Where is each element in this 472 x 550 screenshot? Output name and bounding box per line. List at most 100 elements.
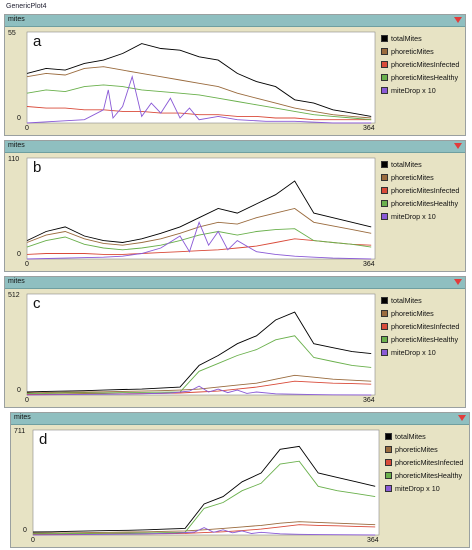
legend-item: phoreticMitesInfected <box>381 184 459 197</box>
series-line-phoreticMitesInfected <box>26 106 372 121</box>
window-title: GenericPlot4 <box>6 3 47 10</box>
legend-swatch-icon <box>381 35 388 42</box>
legend-item: totalMites <box>385 430 463 443</box>
plot-header[interactable]: mites <box>5 277 465 289</box>
plot-legend: totalMites phoreticMites phoreticMitesInfe… <box>385 430 463 495</box>
legend-label: phoreticMitesInfected <box>391 322 460 331</box>
legend-item: phoreticMites <box>381 307 459 320</box>
legend-label: phoreticMitesHealthy <box>395 471 463 480</box>
x-axis-min-label: 0 <box>25 125 29 132</box>
x-axis-min-label: 0 <box>31 537 35 544</box>
plot-svg <box>26 293 376 396</box>
legend-swatch-icon <box>381 310 388 317</box>
legend-item: phoreticMitesInfected <box>381 58 459 71</box>
plot-header-title: mites <box>14 414 31 421</box>
plot-legend: totalMites phoreticMites phoreticMitesInfe… <box>381 158 459 223</box>
legend-swatch-icon <box>381 61 388 68</box>
series-line-phoreticMites <box>26 66 372 119</box>
legend-item: phoreticMitesInfected <box>385 456 463 469</box>
series-line-totalMites <box>26 43 372 117</box>
legend-label: miteDrop x 10 <box>391 86 436 95</box>
plot-panel-b: mites 110 0 0 364 b totalMites phoreticMites pho… <box>4 140 466 272</box>
legend-swatch-icon <box>381 174 388 181</box>
legend-label: phoreticMitesInfected <box>395 458 464 467</box>
legend-item: phoreticMites <box>381 171 459 184</box>
panel-letter-label: b <box>33 159 42 176</box>
series-line-miteDrop-x-10 <box>26 221 372 260</box>
legend-label: miteDrop x 10 <box>391 348 436 357</box>
plot-header[interactable]: mites <box>11 413 469 425</box>
legend-label: phoreticMites <box>395 445 438 454</box>
collapse-triangle-icon[interactable] <box>454 279 462 285</box>
legend-swatch-icon <box>385 459 392 466</box>
legend-item: miteDrop x 10 <box>381 346 459 359</box>
legend-swatch-icon <box>385 472 392 479</box>
legend-swatch-icon <box>381 323 388 330</box>
series-line-phoreticMitesHealthy <box>26 84 372 121</box>
legend-swatch-icon <box>385 485 392 492</box>
y-axis-min-label: 0 <box>17 251 21 258</box>
legend-item: totalMites <box>381 294 459 307</box>
panel-letter-label: c <box>33 295 41 312</box>
x-axis-min-label: 0 <box>25 397 29 404</box>
legend-item: phoreticMites <box>381 45 459 58</box>
collapse-triangle-icon[interactable] <box>454 143 462 149</box>
series-line-phoreticMitesHealthy <box>32 460 376 535</box>
legend-item: totalMites <box>381 32 459 45</box>
legend-item: phoreticMitesHealthy <box>381 333 459 346</box>
legend-swatch-icon <box>381 87 388 94</box>
plot-legend: totalMites phoreticMites phoreticMitesInfe… <box>381 294 459 359</box>
legend-label: totalMites <box>391 34 422 43</box>
legend-item: phoreticMitesInfected <box>381 320 459 333</box>
legend-label: phoreticMitesInfected <box>391 186 460 195</box>
legend-item: phoreticMitesHealthy <box>381 71 459 84</box>
legend-swatch-icon <box>381 187 388 194</box>
series-line-totalMites <box>32 445 376 533</box>
y-axis-min-label: 0 <box>17 387 21 394</box>
legend-label: miteDrop x 10 <box>395 484 440 493</box>
series-line-phoreticMitesHealthy <box>26 228 372 251</box>
collapse-triangle-icon[interactable] <box>454 17 462 23</box>
plot-header[interactable]: mites <box>5 15 465 27</box>
legend-label: phoreticMites <box>391 173 434 182</box>
legend-label: phoreticMitesHealthy <box>391 73 459 82</box>
series-line-totalMites <box>26 180 372 243</box>
legend-item: miteDrop x 10 <box>385 482 463 495</box>
plot-svg <box>32 429 380 536</box>
legend-swatch-icon <box>381 74 388 81</box>
plot-panel-a: mites 55 0 0 364 a totalMites phoreticMites phor… <box>4 14 466 136</box>
legend-swatch-icon <box>381 213 388 220</box>
y-axis-max-label: 512 <box>8 292 20 299</box>
legend-label: phoreticMites <box>391 309 434 318</box>
legend-swatch-icon <box>381 336 388 343</box>
series-line-miteDrop-x-10 <box>26 385 372 396</box>
y-axis-max-label: 110 <box>8 156 20 163</box>
series-line-phoreticMites <box>32 521 376 534</box>
legend-label: phoreticMitesInfected <box>391 60 460 69</box>
plot-header-title: mites <box>8 278 25 285</box>
panel-letter-label: d <box>39 431 48 448</box>
legend-item: phoreticMites <box>385 443 463 456</box>
panel-letter-label: a <box>33 33 42 50</box>
legend-swatch-icon <box>381 161 388 168</box>
legend-label: phoreticMitesHealthy <box>391 199 459 208</box>
plot-header-title: mites <box>8 16 25 23</box>
legend-swatch-icon <box>381 349 388 356</box>
legend-swatch-icon <box>385 446 392 453</box>
plot-header[interactable]: mites <box>5 141 465 153</box>
legend-swatch-icon <box>385 433 392 440</box>
legend-label: phoreticMites <box>391 47 434 56</box>
series-line-phoreticMites <box>26 208 372 246</box>
legend-item: totalMites <box>381 158 459 171</box>
legend-label: phoreticMitesHealthy <box>391 335 459 344</box>
collapse-triangle-icon[interactable] <box>458 415 466 421</box>
legend-item: phoreticMitesHealthy <box>385 469 463 482</box>
plot-svg <box>26 157 376 260</box>
legend-label: totalMites <box>391 160 422 169</box>
plot-svg <box>26 31 376 124</box>
legend-label: miteDrop x 10 <box>391 212 436 221</box>
legend-label: totalMites <box>395 432 426 441</box>
legend-item: phoreticMitesHealthy <box>381 197 459 210</box>
series-line-miteDrop-x-10 <box>32 527 376 536</box>
plot-panel-d: mites 711 0 0 364 d totalMites phoreticMites pho… <box>10 412 470 548</box>
